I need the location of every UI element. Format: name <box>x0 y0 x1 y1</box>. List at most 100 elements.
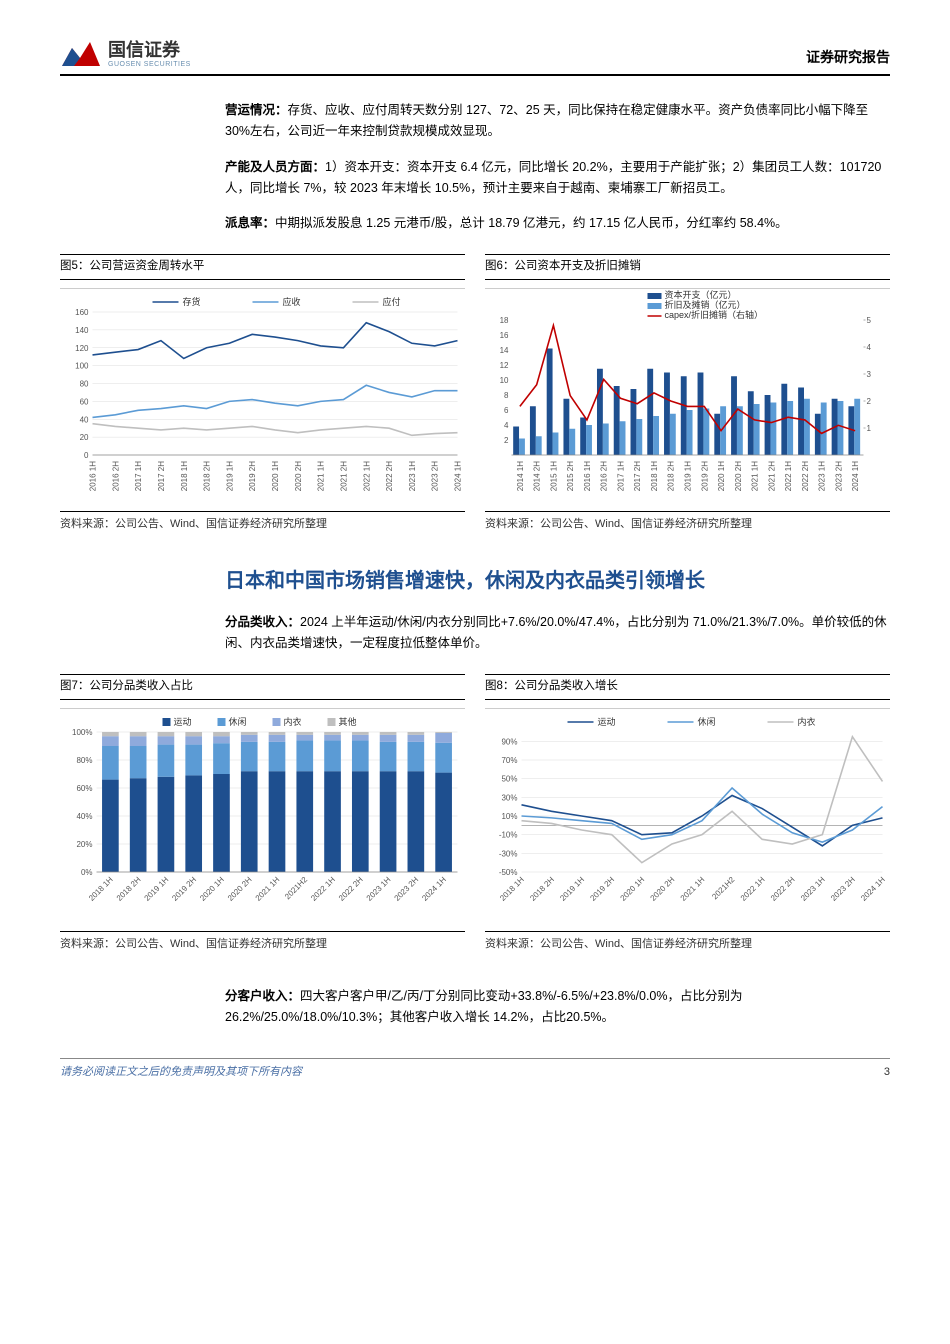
body-section-3: 分客户收入：四大客户客户甲/乙/丙/丁分别同比变动+33.8%/-6.5%/+2… <box>225 986 890 1029</box>
svg-text:40: 40 <box>80 415 89 424</box>
svg-text:运动: 运动 <box>598 717 616 727</box>
logo: 国信证券 GUOSEN SECURITIES <box>60 40 191 70</box>
svg-text:2017 2H: 2017 2H <box>157 461 166 491</box>
svg-text:3: 3 <box>867 370 872 379</box>
svg-text:2023 2H: 2023 2H <box>393 875 421 903</box>
svg-text:2023 1H: 2023 1H <box>799 875 827 903</box>
svg-text:2019 1H: 2019 1H <box>143 875 171 903</box>
svg-text:2023 1H: 2023 1H <box>818 461 827 491</box>
svg-text:2021H2: 2021H2 <box>283 874 310 901</box>
svg-text:2019 2H: 2019 2H <box>588 875 616 903</box>
svg-text:18: 18 <box>500 316 509 325</box>
fig6-chart: 资本开支（亿元）折旧及摊销（亿元）capex/折旧摊销（右轴）246810121… <box>485 290 890 500</box>
svg-text:2022 1H: 2022 1H <box>739 875 767 903</box>
para-dividend: 派息率：中期拟派发股息 1.25 元港币/股，总计 18.79 亿港元，约 17… <box>225 213 890 234</box>
svg-text:2024 1H: 2024 1H <box>454 461 463 491</box>
svg-text:2014 2H: 2014 2H <box>533 461 542 491</box>
svg-text:140: 140 <box>75 326 89 335</box>
svg-text:100: 100 <box>75 361 89 370</box>
logo-icon <box>60 40 102 70</box>
svg-text:16: 16 <box>500 331 509 340</box>
svg-text:2019 1H: 2019 1H <box>684 461 693 491</box>
svg-text:30%: 30% <box>501 793 517 802</box>
fig6-title: 图6：公司资本开支及折旧摊销 <box>485 257 890 280</box>
svg-text:2021 1H: 2021 1H <box>751 461 760 491</box>
svg-text:6: 6 <box>504 406 509 415</box>
svg-text:2023 1H: 2023 1H <box>408 461 417 491</box>
svg-text:20: 20 <box>80 433 89 442</box>
svg-text:2019 1H: 2019 1H <box>558 875 586 903</box>
svg-text:-10%: -10% <box>499 830 518 839</box>
svg-text:2018 1H: 2018 1H <box>180 461 189 491</box>
svg-text:2020 2H: 2020 2H <box>734 461 743 491</box>
svg-text:2018 2H: 2018 2H <box>203 461 212 491</box>
fig7-chart: 运动休闲内衣其他0%20%40%60%80%100%2018 1H2018 2H… <box>60 710 465 920</box>
svg-text:2: 2 <box>504 436 509 445</box>
svg-text:20%: 20% <box>76 840 92 849</box>
svg-text:2018 1H: 2018 1H <box>87 875 115 903</box>
page-number: 3 <box>884 1063 890 1082</box>
para-customer: 分客户收入：四大客户客户甲/乙/丙/丁分别同比变动+33.8%/-6.5%/+2… <box>225 986 890 1029</box>
page-header: 国信证券 GUOSEN SECURITIES 证券研究报告 <box>60 40 890 76</box>
svg-text:2023 2H: 2023 2H <box>834 461 843 491</box>
para-category: 分品类收入：2024 上半年运动/休闲/内衣分别同比+7.6%/20.0%/47… <box>225 612 890 655</box>
svg-text:折旧及摊销（亿元）: 折旧及摊销（亿元） <box>665 299 746 310</box>
svg-text:2022 1H: 2022 1H <box>362 461 371 491</box>
fig5-chart: 存货应收应付0204060801001201401602016 1H2016 2… <box>60 290 465 500</box>
svg-text:2024 1H: 2024 1H <box>851 461 860 491</box>
svg-text:2017 1H: 2017 1H <box>134 461 143 491</box>
svg-text:2016 1H: 2016 1H <box>89 461 98 491</box>
svg-text:休闲: 休闲 <box>698 716 716 727</box>
svg-text:2020 2H: 2020 2H <box>294 461 303 491</box>
svg-text:2019 2H: 2019 2H <box>170 875 198 903</box>
svg-text:2017 1H: 2017 1H <box>616 461 625 491</box>
svg-text:2021H2: 2021H2 <box>710 874 737 901</box>
svg-text:70%: 70% <box>501 756 517 765</box>
svg-text:capex/折旧摊销（右轴）: capex/折旧摊销（右轴） <box>665 309 764 320</box>
fig5-source: 资料来源：公司公告、Wind、国信证券经济研究所整理 <box>60 511 465 534</box>
svg-text:5: 5 <box>867 316 872 325</box>
svg-text:90%: 90% <box>501 737 517 746</box>
svg-text:内衣: 内衣 <box>798 716 816 727</box>
svg-text:14: 14 <box>500 346 509 355</box>
svg-text:2023 2H: 2023 2H <box>829 875 857 903</box>
fig8-chart: 运动休闲内衣-50%-30%-10%10%30%50%70%90%2018 1H… <box>485 710 890 920</box>
para-operations: 营运情况：存货、应收、应付周转天数分别 127、72、25 天，同比保持在稳定健… <box>225 100 890 143</box>
svg-text:2014 1H: 2014 1H <box>516 461 525 491</box>
svg-text:2020 1H: 2020 1H <box>717 461 726 491</box>
svg-text:2016 2H: 2016 2H <box>600 461 609 491</box>
svg-text:运动: 运动 <box>174 717 192 727</box>
footer-disclaimer: 请务必阅读正文之后的免责声明及其项下所有内容 <box>60 1063 302 1082</box>
svg-text:2018 1H: 2018 1H <box>650 461 659 491</box>
svg-text:2019 2H: 2019 2H <box>700 461 709 491</box>
svg-text:2022 2H: 2022 2H <box>801 461 810 491</box>
svg-text:8: 8 <box>504 391 509 400</box>
svg-text:60: 60 <box>80 397 89 406</box>
svg-text:2018 2H: 2018 2H <box>667 461 676 491</box>
svg-text:40%: 40% <box>76 812 92 821</box>
body-section-2: 分品类收入：2024 上半年运动/休闲/内衣分别同比+7.6%/20.0%/47… <box>225 612 890 655</box>
svg-text:应付: 应付 <box>383 296 401 307</box>
svg-text:内衣: 内衣 <box>284 716 302 727</box>
svg-text:2019 1H: 2019 1H <box>225 461 234 491</box>
svg-text:1: 1 <box>867 424 872 433</box>
logo-cn-text: 国信证券 <box>108 41 191 61</box>
svg-text:2021 1H: 2021 1H <box>254 875 282 903</box>
svg-text:2017 2H: 2017 2H <box>633 461 642 491</box>
svg-text:2021 1H: 2021 1H <box>317 461 326 491</box>
svg-text:2021 2H: 2021 2H <box>767 461 776 491</box>
svg-text:资本开支（亿元）: 资本开支（亿元） <box>665 290 737 300</box>
svg-text:12: 12 <box>500 361 509 370</box>
fig8-title: 图8：公司分品类收入增长 <box>485 677 890 700</box>
svg-text:2022 1H: 2022 1H <box>784 461 793 491</box>
report-title: 证券研究报告 <box>806 46 890 70</box>
svg-text:存货: 存货 <box>183 296 201 307</box>
body-section-1: 营运情况：存货、应收、应付周转天数分别 127、72、25 天，同比保持在稳定健… <box>225 100 890 234</box>
fig5-title: 图5：公司营运资金周转水平 <box>60 257 465 280</box>
svg-text:2021 2H: 2021 2H <box>339 461 348 491</box>
svg-text:2021 1H: 2021 1H <box>679 875 707 903</box>
svg-text:2020 1H: 2020 1H <box>618 875 646 903</box>
svg-text:2020 1H: 2020 1H <box>271 461 280 491</box>
charts-row-1: 图5：公司营运资金周转水平 存货应收应付02040608010012014016… <box>60 254 890 557</box>
svg-text:2022 2H: 2022 2H <box>337 875 365 903</box>
